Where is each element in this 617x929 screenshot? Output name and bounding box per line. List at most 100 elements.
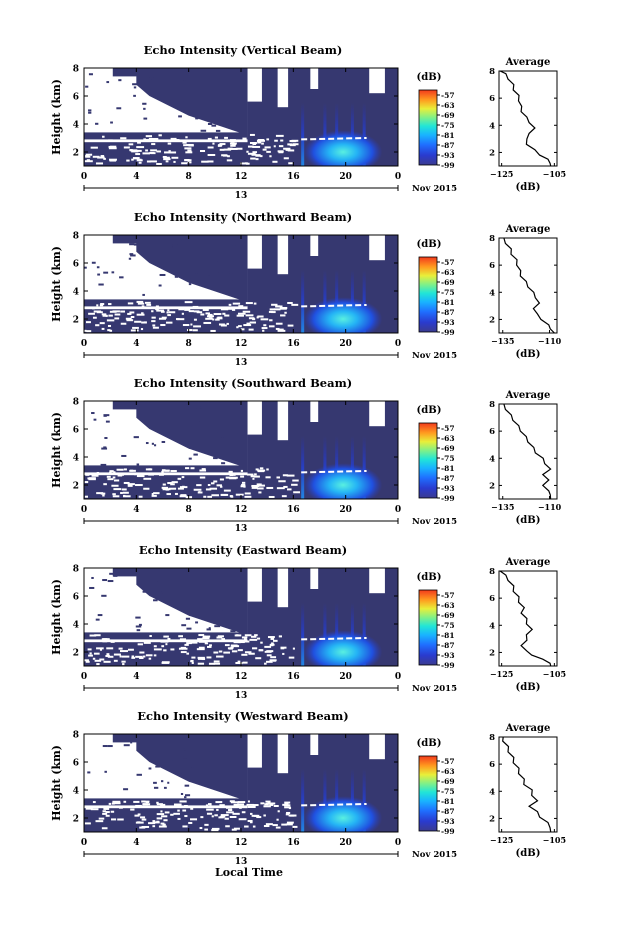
- speckle: [124, 738, 129, 741]
- speckle: [257, 138, 265, 141]
- speckle: [237, 312, 246, 315]
- speckle: [228, 303, 232, 306]
- speckle: [135, 804, 142, 807]
- speckle: [212, 318, 215, 321]
- speckle: [197, 657, 204, 660]
- speckle: [141, 312, 144, 315]
- colorbar-tick-label: -57: [441, 591, 455, 600]
- speckle: [265, 476, 271, 479]
- speckle: [250, 475, 255, 478]
- speckle: [107, 329, 111, 332]
- speckle: [250, 157, 256, 160]
- x-tick-label: 4: [133, 172, 139, 182]
- speckle: [209, 803, 212, 806]
- colorbar-tick-label: -69: [441, 777, 455, 786]
- speckle: [232, 243, 236, 246]
- speckle: [234, 457, 238, 460]
- profile-y-tick-label: 4: [489, 121, 495, 131]
- speckle: [111, 802, 115, 805]
- speckle: [271, 311, 276, 314]
- speckle: [155, 581, 158, 584]
- speckle: [184, 748, 189, 751]
- speckle: [105, 314, 108, 317]
- speckle: [225, 806, 233, 809]
- speckle: [134, 320, 142, 323]
- speckle: [176, 318, 185, 321]
- speckle: [96, 311, 103, 314]
- panel-title: Echo Intensity (Westward Beam): [137, 709, 348, 723]
- speckle: [86, 330, 92, 333]
- speckle: [252, 151, 258, 154]
- speckle: [284, 804, 291, 807]
- speckle: [161, 469, 166, 472]
- speckle: [96, 471, 100, 474]
- heatmap-field: [84, 401, 398, 499]
- speckle: [119, 655, 122, 658]
- speckle: [106, 805, 113, 808]
- gap: [310, 68, 319, 89]
- speckle: [156, 820, 160, 823]
- speckle: [91, 474, 99, 477]
- speckle: [256, 816, 262, 819]
- profile-y-tick-label: 2: [489, 481, 495, 491]
- x-tick-label: 4: [133, 838, 139, 848]
- speckle: [251, 484, 260, 487]
- speckle: [287, 301, 293, 304]
- speckle: [153, 258, 160, 261]
- panel-1: Echo Intensity (Vertical Beam) 2 4 6 8 0 4 8 12 1…: [50, 43, 566, 201]
- speckle: [156, 309, 164, 312]
- speckle: [130, 316, 135, 319]
- speckle: [191, 765, 194, 768]
- speckle: [273, 308, 281, 311]
- speckle: [219, 242, 223, 245]
- speckle: [180, 792, 184, 795]
- speckle: [165, 321, 173, 324]
- speckle: [85, 807, 93, 810]
- speckle: [201, 658, 206, 661]
- gap: [369, 568, 385, 594]
- profile-y-tick-label: 6: [489, 427, 495, 437]
- speckle: [105, 654, 110, 657]
- speckle: [239, 745, 245, 748]
- speckle: [102, 640, 108, 643]
- speckle: [233, 590, 239, 593]
- speckle: [162, 421, 166, 424]
- speckle: [184, 643, 189, 646]
- speckle: [96, 647, 104, 650]
- speckle: [103, 483, 107, 486]
- speckle: [204, 642, 209, 645]
- speckle: [247, 805, 256, 808]
- speckle: [102, 135, 105, 138]
- speckle: [212, 142, 215, 145]
- speckle: [224, 817, 229, 820]
- speckle: [162, 483, 166, 486]
- speckle: [188, 821, 193, 824]
- speckle: [100, 303, 105, 306]
- speckle: [152, 573, 157, 576]
- speckle: [190, 467, 195, 470]
- speckle: [97, 614, 103, 617]
- profile-y-tick-label: 6: [489, 760, 495, 770]
- speckle: [105, 814, 110, 817]
- speckle: [201, 160, 209, 163]
- x-tick-label: 16: [287, 172, 300, 182]
- speckle: [249, 821, 253, 824]
- speckle: [235, 493, 244, 496]
- speckle: [161, 316, 167, 319]
- date-label: Nov 2015: [412, 684, 457, 694]
- speckle: [179, 420, 184, 423]
- speckle: [268, 310, 274, 313]
- speckle: [150, 149, 157, 152]
- speckle: [220, 324, 227, 327]
- speckle: [110, 121, 113, 124]
- speckle: [278, 480, 286, 483]
- speckle: [153, 645, 157, 648]
- speckle: [91, 576, 94, 579]
- x-tick-label: 4: [133, 672, 139, 682]
- speckle: [227, 271, 230, 274]
- speckle: [236, 634, 239, 637]
- speckle: [95, 122, 99, 125]
- speckle: [84, 659, 89, 662]
- speckle: [145, 149, 148, 152]
- speckle: [151, 310, 154, 313]
